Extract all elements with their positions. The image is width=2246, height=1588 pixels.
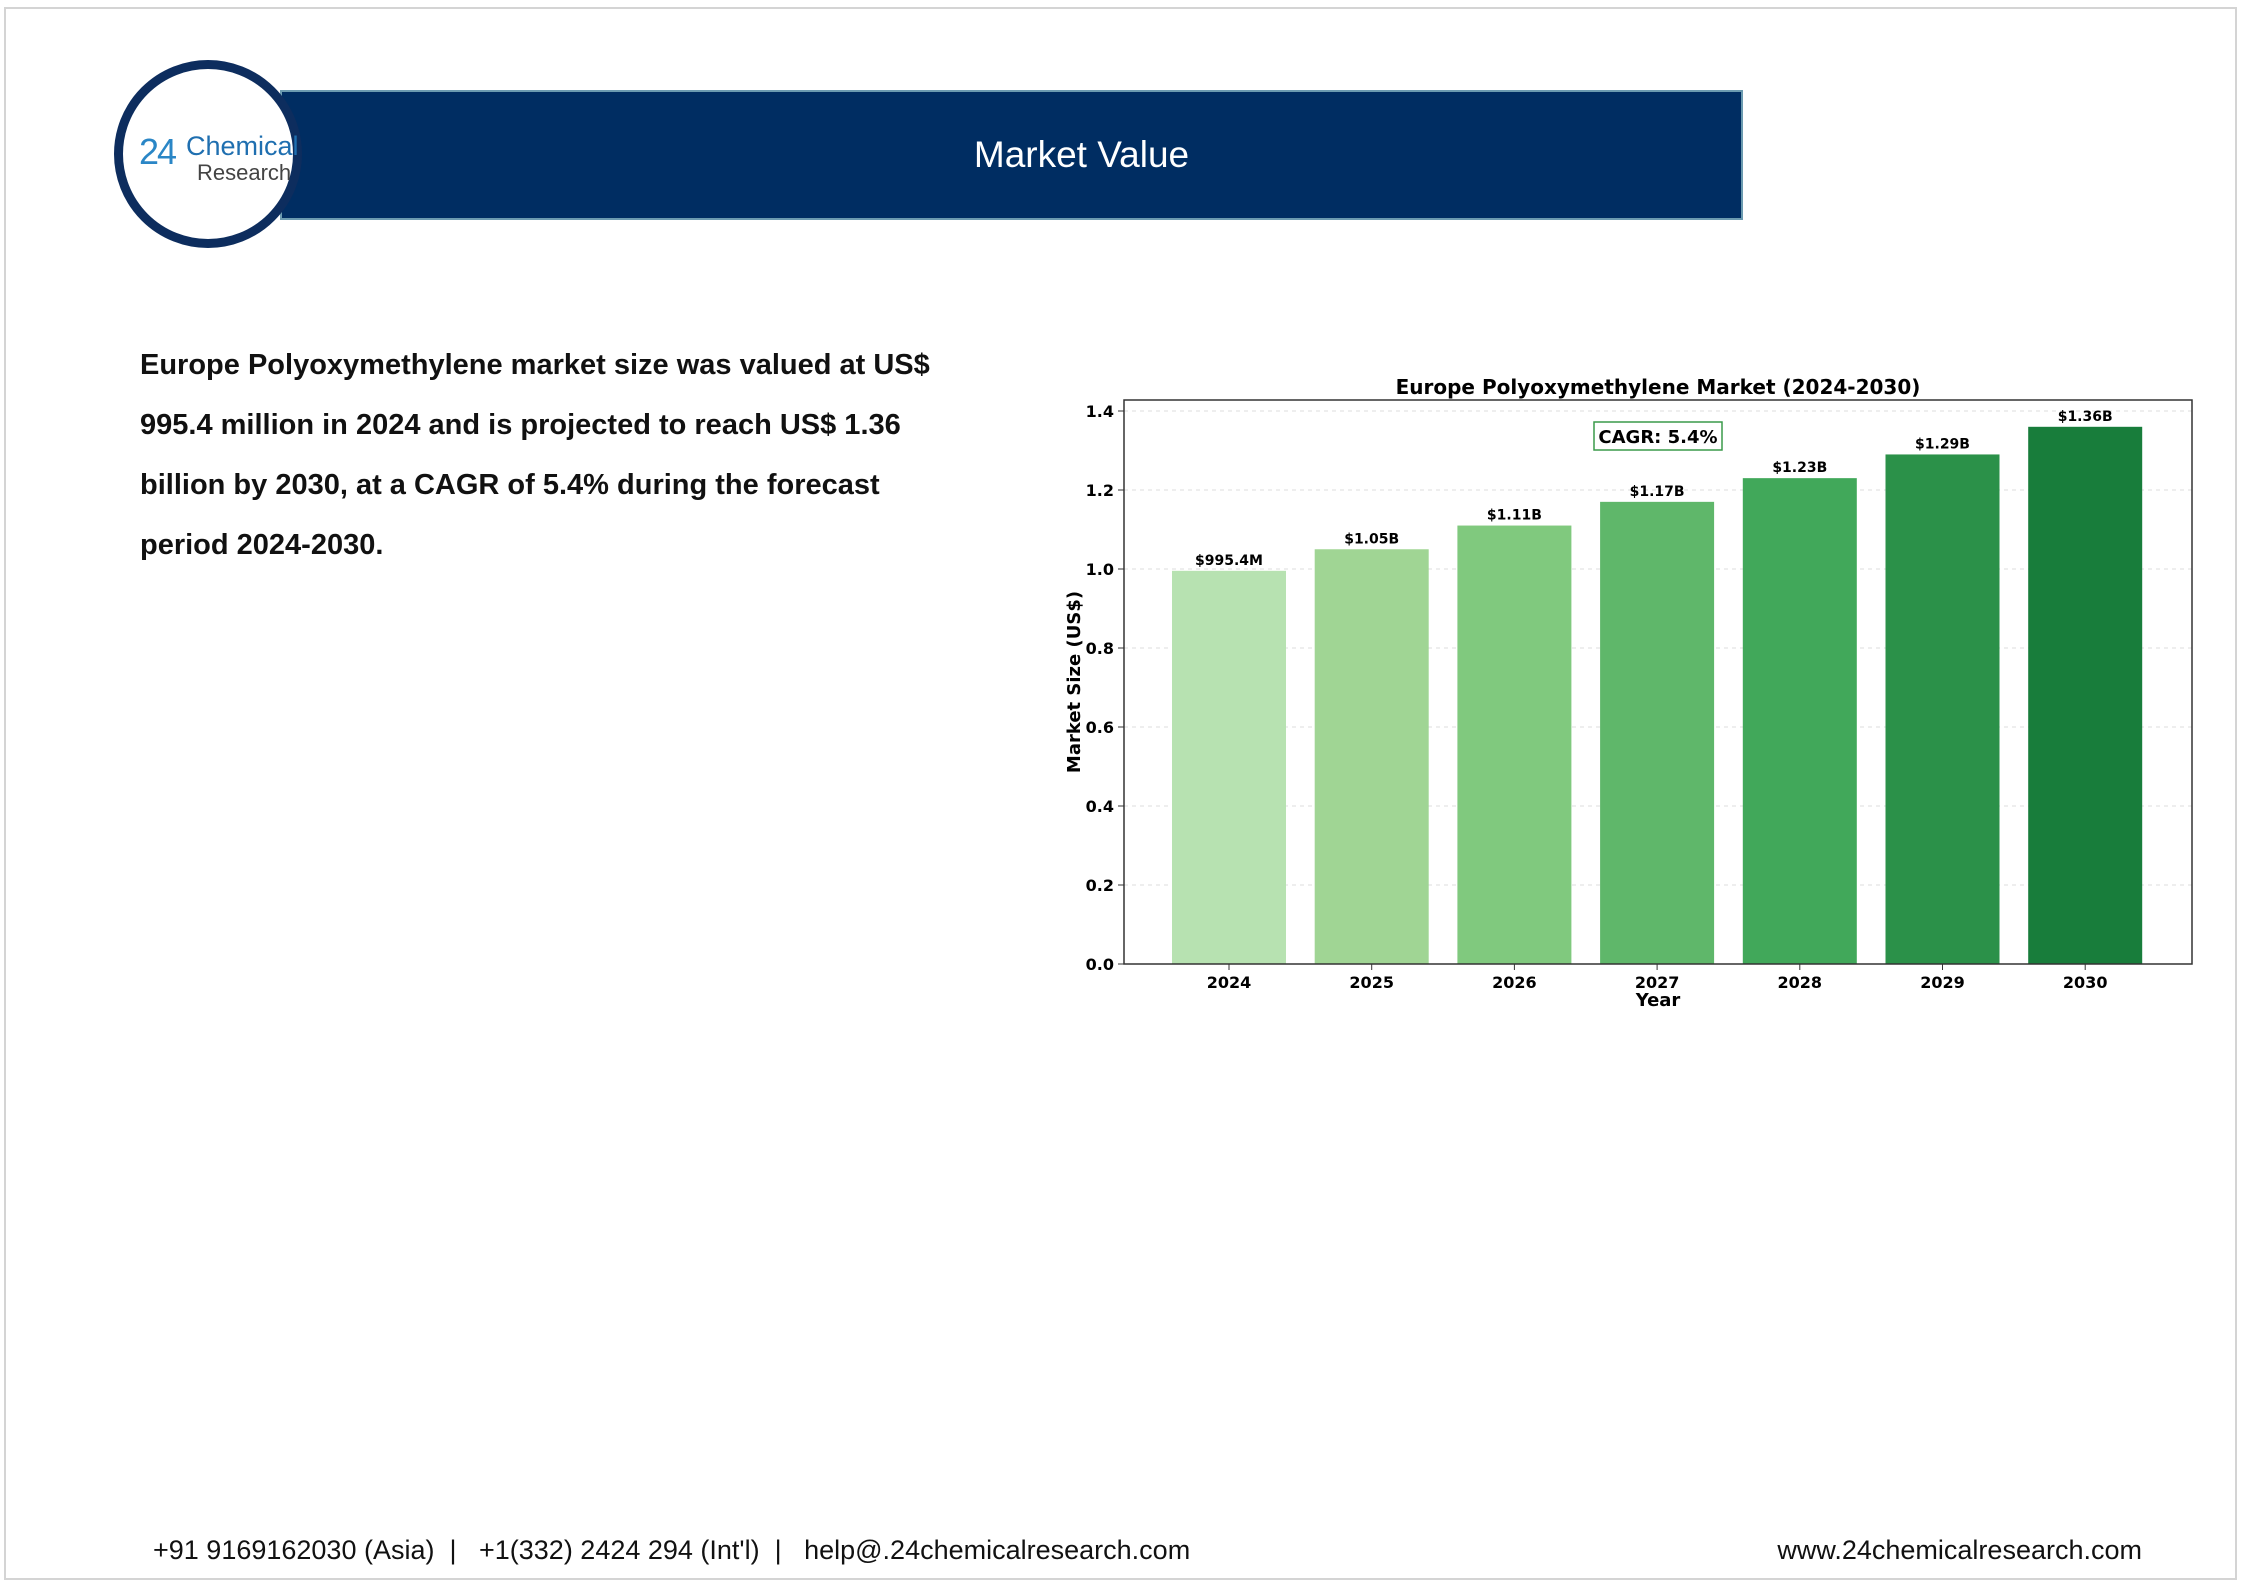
y-axis-label: Market Size (US$)	[1064, 591, 1085, 773]
data-label: $1.11B	[1487, 508, 1542, 524]
x-tick-label: 2029	[1920, 973, 1965, 992]
x-tick-label: 2024	[1207, 973, 1252, 992]
company-logo: 24 Chemical Research	[114, 60, 302, 248]
y-tick-label: 0.6	[1086, 718, 1114, 737]
page-frame	[4, 7, 2237, 1580]
logo-number: 24	[139, 131, 177, 172]
logo-text-chemical: Chemical	[186, 131, 299, 161]
y-tick-label: 1.0	[1086, 560, 1114, 579]
x-tick-label: 2030	[2063, 973, 2108, 992]
y-tick-label: 0.8	[1086, 639, 1114, 658]
bar-2028	[1742, 478, 1857, 964]
x-tick-label: 2028	[1778, 973, 1823, 992]
x-axis-label: Year	[1635, 990, 1681, 1011]
data-label: $1.23B	[1772, 460, 1827, 476]
bar-2029	[1885, 454, 2000, 964]
y-tick-label: 1.4	[1086, 402, 1114, 421]
bar-2024	[1172, 570, 1286, 964]
x-tick-label: 2027	[1635, 973, 1680, 992]
cagr-annotation: CAGR: 5.4%	[1593, 421, 1723, 451]
bar-2026	[1457, 525, 1572, 964]
cagr-label: CAGR: 5.4%	[1598, 427, 1717, 448]
y-tick-label: 0.0	[1086, 955, 1114, 974]
chart-title: Europe Polyoxymethylene Market (2024-203…	[1396, 375, 1921, 399]
data-label: $1.05B	[1344, 531, 1399, 547]
data-label: $995.4M	[1195, 553, 1263, 569]
x-tick-label: 2025	[1349, 973, 1394, 992]
footer-website[interactable]: www.24chemicalresearch.com	[1777, 1535, 2142, 1565]
data-label: $1.17B	[1630, 484, 1685, 500]
y-tick-label: 0.2	[1086, 876, 1114, 895]
footer-contacts: +91 9169162030 (Asia) | +1(332) 2424 294…	[153, 1535, 1191, 1565]
x-tick-label: 2026	[1492, 973, 1537, 992]
data-label: $1.36B	[2058, 409, 2113, 425]
header-banner: Market Value	[280, 90, 1743, 220]
plot-area-border	[1123, 399, 2193, 965]
y-tick-label: 0.4	[1086, 797, 1114, 816]
market-summary: Europe Polyoxymethylene market size was …	[140, 349, 930, 561]
page-title: Market Value	[973, 134, 1190, 175]
bar-2025	[1314, 549, 1429, 964]
data-label: $1.29B	[1915, 436, 1970, 452]
y-tick-label: 1.2	[1086, 481, 1114, 500]
bar-2030	[2028, 426, 2143, 964]
bar-2027	[1600, 501, 1715, 964]
logo-text-research: Research	[197, 160, 292, 185]
